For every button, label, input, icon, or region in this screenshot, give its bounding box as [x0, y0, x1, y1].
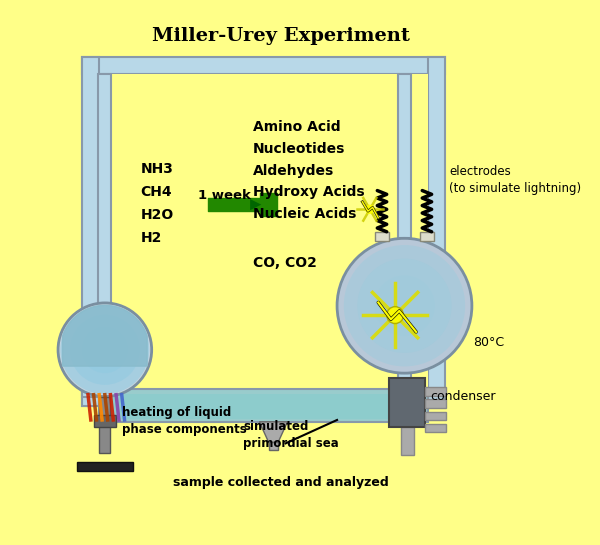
Bar [398, 74, 411, 238]
Circle shape [357, 258, 452, 353]
Circle shape [374, 275, 435, 336]
Bar [401, 427, 414, 455]
Circle shape [337, 238, 472, 373]
Bar [82, 57, 445, 74]
Bar [376, 232, 389, 241]
Circle shape [70, 314, 140, 385]
Bar [425, 387, 446, 396]
Bar [77, 462, 133, 470]
Bar [99, 389, 428, 422]
Bar [421, 232, 434, 241]
Text: heating of liquid
phase components: heating of liquid phase components [122, 406, 247, 436]
Circle shape [386, 307, 404, 324]
Polygon shape [259, 422, 287, 443]
Bar [425, 399, 446, 408]
Bar [94, 415, 116, 427]
Text: CO, CO2: CO, CO2 [253, 256, 317, 270]
Circle shape [344, 245, 465, 366]
Text: 1 week: 1 week [198, 189, 251, 202]
Text: electrodes
(to simulate lightning): electrodes (to simulate lightning) [449, 165, 581, 195]
Bar [82, 389, 99, 397]
Bar [398, 373, 411, 378]
Bar [82, 389, 445, 406]
Text: simulated
primordial sea: simulated primordial sea [244, 420, 339, 450]
Bar [98, 74, 112, 303]
Text: Amino Acid
Nucleotides
Aldehydes
Hydroxy Acids
Nucleic Acids: Amino Acid Nucleotides Aldehydes Hydroxy… [253, 120, 364, 221]
Bar [82, 57, 99, 406]
Bar [99, 397, 110, 453]
Bar [101, 393, 426, 419]
Bar [389, 378, 425, 427]
Circle shape [61, 305, 149, 394]
Text: Miller-Urey Experiment: Miller-Urey Experiment [152, 27, 410, 45]
Bar [269, 443, 278, 450]
Polygon shape [62, 305, 147, 366]
Text: NH3
CH4
H2O
H2: NH3 CH4 H2O H2 [140, 162, 173, 245]
Bar [99, 74, 428, 389]
Circle shape [58, 303, 152, 397]
Text: condenser: condenser [431, 390, 496, 403]
Circle shape [82, 326, 128, 373]
Text: sample collected and analyzed: sample collected and analyzed [173, 476, 389, 489]
Circle shape [365, 204, 374, 214]
Bar [425, 423, 446, 432]
Bar [425, 411, 446, 420]
Text: 80°C: 80°C [473, 336, 504, 349]
Bar [428, 57, 445, 406]
